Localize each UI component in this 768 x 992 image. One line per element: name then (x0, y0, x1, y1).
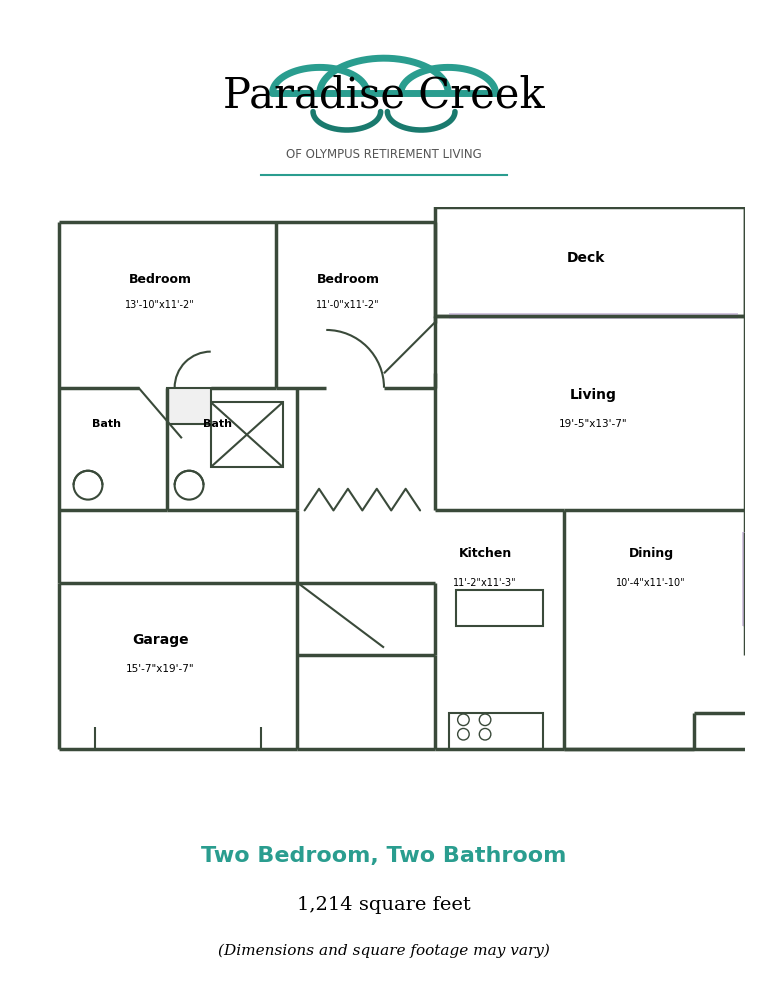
Text: (Dimensions and square footage may vary): (Dimensions and square footage may vary) (218, 943, 550, 957)
Text: Dining: Dining (628, 548, 674, 560)
Text: 10'-4"x11'-10": 10'-4"x11'-10" (616, 577, 686, 587)
Bar (449, 712, 543, 749)
Text: Bedroom: Bedroom (129, 273, 192, 286)
Text: Deck: Deck (567, 251, 605, 265)
Bar (210, 402, 283, 467)
Text: Garage: Garage (132, 633, 188, 648)
Text: 15'-7"x19'-7": 15'-7"x19'-7" (126, 665, 194, 675)
Text: Two Bedroom, Two Bathroom: Two Bedroom, Two Bathroom (201, 846, 567, 866)
Bar (456, 590, 543, 626)
Text: Living: Living (570, 388, 617, 402)
Text: 19'-5"x13'-7": 19'-5"x13'-7" (559, 419, 627, 429)
Bar (435, 207, 745, 315)
Text: OF OLYMPUS RETIREMENT LIVING: OF OLYMPUS RETIREMENT LIVING (286, 148, 482, 162)
Text: 13'-10"x11'-2": 13'-10"x11'-2" (125, 300, 195, 310)
Text: Bath: Bath (204, 419, 233, 429)
Bar (167, 388, 210, 424)
Text: 1,214 square feet: 1,214 square feet (297, 897, 471, 915)
Text: 11'-2"x11'-3": 11'-2"x11'-3" (453, 577, 517, 587)
Text: Bedroom: Bedroom (316, 273, 379, 286)
Text: Paradise Creek: Paradise Creek (223, 74, 545, 116)
Text: Bath: Bath (91, 419, 121, 429)
Text: Kitchen: Kitchen (458, 548, 511, 560)
Text: 11'-0"x11'-2": 11'-0"x11'-2" (316, 300, 379, 310)
